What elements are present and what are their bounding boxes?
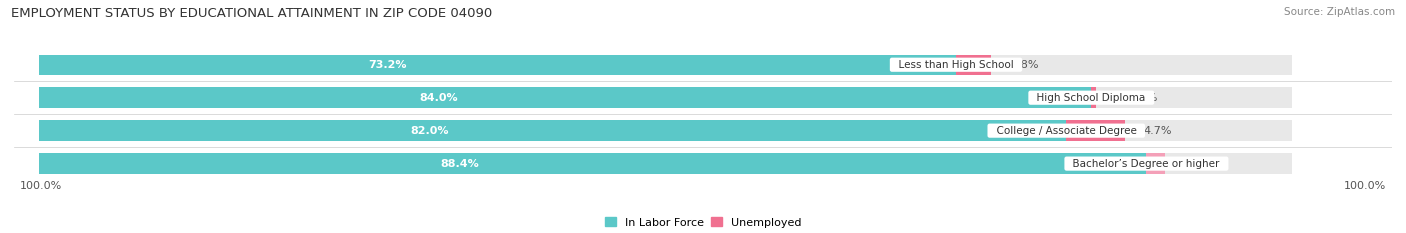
Bar (1091, 87, 1097, 108)
Text: 0.0%: 0.0% (1184, 159, 1212, 169)
Bar (39, 153, 1292, 174)
Text: 88.4%: 88.4% (440, 159, 479, 169)
Text: High School Diploma: High School Diploma (1031, 93, 1152, 103)
Text: EMPLOYMENT STATUS BY EDUCATIONAL ATTAINMENT IN ZIP CODE 04090: EMPLOYMENT STATUS BY EDUCATIONAL ATTAINM… (11, 7, 492, 20)
Text: 73.2%: 73.2% (368, 60, 406, 70)
Bar (39, 87, 1292, 108)
Text: Less than High School: Less than High School (891, 60, 1021, 70)
Bar (956, 55, 991, 75)
Text: 4.7%: 4.7% (1144, 126, 1173, 136)
Text: 2.8%: 2.8% (1010, 60, 1039, 70)
Bar (39, 55, 956, 75)
Bar (39, 120, 1292, 141)
Text: College / Associate Degree: College / Associate Degree (990, 126, 1143, 136)
Text: Source: ZipAtlas.com: Source: ZipAtlas.com (1284, 7, 1395, 17)
Text: 100.0%: 100.0% (1343, 182, 1386, 192)
Bar (39, 120, 1066, 141)
Bar (1066, 120, 1125, 141)
Text: 84.0%: 84.0% (419, 93, 458, 103)
Text: 0.4%: 0.4% (1129, 93, 1157, 103)
Bar (39, 153, 1146, 174)
Legend: In Labor Force, Unemployed: In Labor Force, Unemployed (605, 217, 801, 228)
Text: Bachelor’s Degree or higher: Bachelor’s Degree or higher (1067, 159, 1226, 169)
Text: 100.0%: 100.0% (20, 182, 63, 192)
Text: 82.0%: 82.0% (411, 126, 449, 136)
Bar (1146, 153, 1166, 174)
Bar (39, 55, 1292, 75)
Bar (39, 87, 1091, 108)
